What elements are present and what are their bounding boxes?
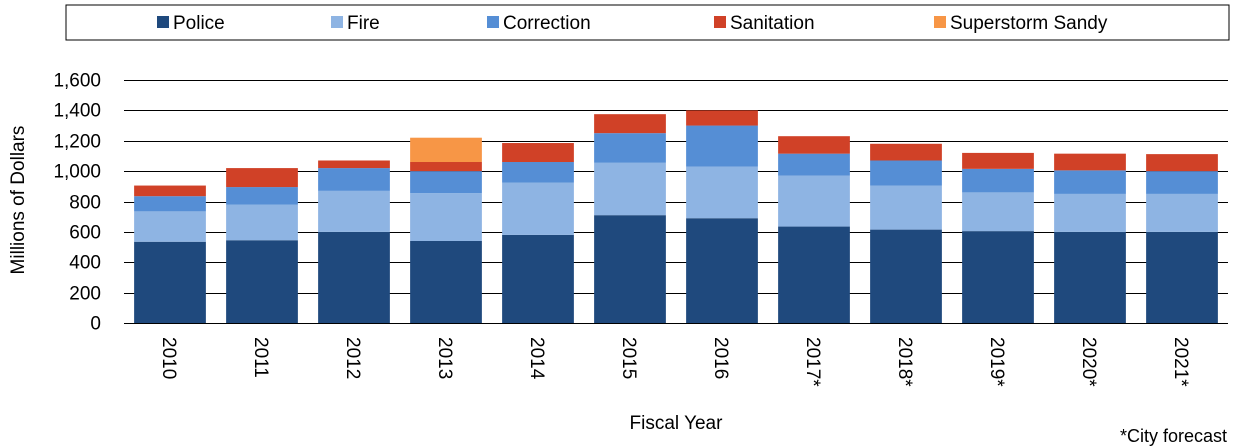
- bar-segment: [502, 182, 574, 235]
- legend-label: Correction: [503, 13, 591, 34]
- bar-segment: [1146, 154, 1218, 172]
- bar-segment: [778, 175, 850, 227]
- bar-segment: [318, 160, 390, 169]
- legend: Police Fire Correction Sanitation Superstorm…: [157, 13, 1108, 34]
- y-tick-label: 600: [69, 223, 101, 244]
- bar-segment: [134, 196, 206, 212]
- legend-label: Police: [173, 13, 225, 34]
- legend-swatch: [331, 16, 343, 28]
- legend-swatch: [487, 16, 499, 28]
- y-tick-label: 1,200: [53, 132, 101, 153]
- y-tick-label: 1,600: [53, 71, 101, 92]
- x-tick-label: 2020*: [1078, 337, 1099, 387]
- bar-segment: [226, 187, 298, 205]
- legend-swatch: [934, 16, 946, 28]
- bar-segment: [686, 125, 758, 167]
- legend-label: Fire: [347, 13, 380, 34]
- legend-swatch: [157, 16, 169, 28]
- bar-segment: [686, 218, 758, 323]
- bar-segment: [778, 153, 850, 176]
- y-tick-label: 0: [90, 314, 101, 335]
- bar-segment: [594, 215, 666, 323]
- bar-segment: [870, 160, 942, 186]
- footnote: *City forecast: [1120, 426, 1227, 446]
- bar-segment: [686, 110, 758, 126]
- bar-segment: [962, 231, 1034, 323]
- bar-segment: [226, 240, 298, 323]
- bar-segment: [134, 185, 206, 197]
- bar-segment: [962, 152, 1034, 169]
- bar-segment: [870, 185, 942, 230]
- bar-segment: [134, 241, 206, 323]
- bar-segment: [318, 190, 390, 232]
- legend-label: Superstorm Sandy: [950, 13, 1108, 34]
- legend-label: Sanitation: [730, 13, 815, 34]
- bar-segment: [410, 193, 482, 241]
- x-tick-label: 2014: [526, 337, 547, 380]
- bar-segment: [502, 234, 574, 323]
- y-axis-tick-labels: 0 200 400 600 800 1,000 1,200 1,400 1,600: [53, 71, 101, 335]
- x-tick-label: 2013: [434, 337, 455, 379]
- bar-segment: [134, 211, 206, 242]
- bar-segment: [1054, 231, 1126, 324]
- x-tick-label: 2015: [618, 337, 639, 379]
- bar-segment: [594, 133, 666, 163]
- bar-segment: [1146, 171, 1218, 194]
- bar-segment: [318, 168, 390, 191]
- bar-segment: [594, 114, 666, 134]
- y-tick-label: 800: [69, 193, 101, 214]
- x-tick-label: 2021*: [1170, 337, 1191, 387]
- y-tick-label: 200: [69, 284, 101, 305]
- bar-segment: [686, 166, 758, 219]
- x-tick-label: 2010: [158, 337, 179, 379]
- bar-segment: [502, 162, 574, 183]
- bar-segment: [410, 162, 482, 172]
- bar-segment: [778, 226, 850, 323]
- legend-swatch: [714, 16, 726, 28]
- bar-segment: [1054, 153, 1126, 171]
- bar-segment: [410, 137, 482, 163]
- x-axis-tick-labels: 2010 2011 2012 2013 2014 2015 2016 2017* 2018* 20…: [158, 337, 1191, 387]
- bar-segment: [410, 171, 482, 194]
- bar-segment: [1146, 193, 1218, 232]
- bar-segment: [318, 231, 390, 324]
- bar-segment: [962, 192, 1034, 232]
- bars: [134, 110, 1218, 324]
- x-axis-title: Fiscal Year: [630, 413, 724, 434]
- bar-segment: [1146, 231, 1218, 324]
- x-tick-label: 2011: [250, 337, 271, 378]
- y-axis-title: Millions of Dollars: [8, 126, 29, 275]
- bar-segment: [870, 229, 942, 323]
- bar-segment: [226, 204, 298, 241]
- x-tick-label: 2017*: [802, 337, 823, 387]
- legend-box: [65, 4, 1230, 41]
- gridlines: [124, 80, 1228, 294]
- bar-segment: [410, 240, 482, 323]
- x-tick-label: 2012: [342, 337, 363, 379]
- bar-segment: [1054, 170, 1126, 194]
- x-tick-label: 2016: [710, 337, 731, 379]
- bar-segment: [870, 143, 942, 161]
- y-tick-label: 1,000: [53, 162, 101, 183]
- bar-segment: [594, 162, 666, 216]
- bar-segment: [962, 168, 1034, 193]
- x-tick-label: 2019*: [986, 337, 1007, 387]
- y-tick-label: 1,400: [53, 101, 101, 122]
- bar-segment: [1054, 193, 1126, 232]
- y-tick-label: 400: [69, 253, 101, 274]
- x-tick-label: 2018*: [894, 337, 915, 387]
- bar-segment: [226, 168, 298, 188]
- bar-segment: [778, 136, 850, 154]
- bar-segment: [502, 143, 574, 163]
